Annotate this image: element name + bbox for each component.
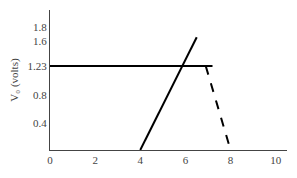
svg-text:2: 2 <box>92 154 98 166</box>
svg-text:1.23: 1.23 <box>28 60 48 72</box>
svg-text:6: 6 <box>183 154 189 166</box>
svg-text:10: 10 <box>270 154 282 166</box>
svg-text:V₀ (volts): V₀ (volts) <box>8 58 21 102</box>
svg-text:0.4: 0.4 <box>33 117 47 129</box>
svg-text:0.8: 0.8 <box>33 89 47 101</box>
svg-text:0: 0 <box>47 154 53 166</box>
svg-text:1.6: 1.6 <box>33 35 47 47</box>
svg-text:1.8: 1.8 <box>33 21 47 33</box>
svg-text:8: 8 <box>228 154 234 166</box>
svg-text:4: 4 <box>138 154 144 166</box>
